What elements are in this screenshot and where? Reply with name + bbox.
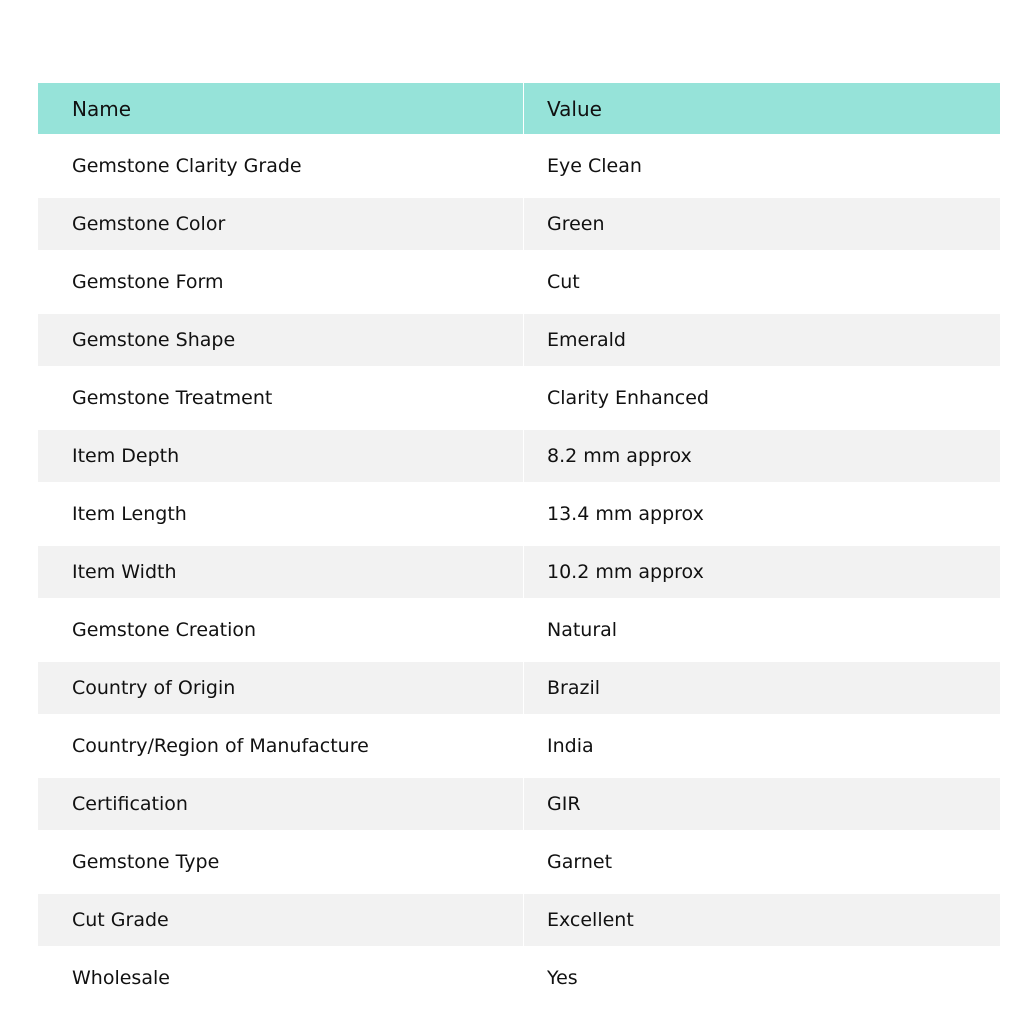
- cell-name: Gemstone Form: [38, 250, 523, 314]
- cell-name: Gemstone Clarity Grade: [38, 134, 523, 198]
- cell-value: 8.2 mm approx: [523, 430, 1000, 482]
- spec-table: Name Value Gemstone Clarity Grade Eye Cle…: [38, 83, 1000, 1010]
- table-row: Cut Grade Excellent: [38, 894, 1000, 946]
- cell-name: Gemstone Color: [38, 198, 523, 250]
- table-row: Gemstone Shape Emerald: [38, 314, 1000, 366]
- cell-value: Eye Clean: [523, 134, 1000, 198]
- cell-value: Brazil: [523, 662, 1000, 714]
- cell-value: 13.4 mm approx: [523, 482, 1000, 546]
- cell-value: Clarity Enhanced: [523, 366, 1000, 430]
- cell-value: India: [523, 714, 1000, 778]
- cell-value: Natural: [523, 598, 1000, 662]
- table-row: Country/Region of Manufacture India: [38, 714, 1000, 778]
- table-row: Country of Origin Brazil: [38, 662, 1000, 714]
- cell-name: Certification: [38, 778, 523, 830]
- table-row: Wholesale Yes: [38, 946, 1000, 1010]
- cell-name: Country of Origin: [38, 662, 523, 714]
- cell-name: Gemstone Creation: [38, 598, 523, 662]
- cell-name: Item Length: [38, 482, 523, 546]
- cell-value: GIR: [523, 778, 1000, 830]
- table-row: Item Depth 8.2 mm approx: [38, 430, 1000, 482]
- cell-name: Gemstone Type: [38, 830, 523, 894]
- cell-value: Excellent: [523, 894, 1000, 946]
- table-row: Gemstone Creation Natural: [38, 598, 1000, 662]
- table-row: Gemstone Type Garnet: [38, 830, 1000, 894]
- table-header: Name Value: [38, 83, 1000, 134]
- cell-name: Gemstone Treatment: [38, 366, 523, 430]
- cell-name: Item Width: [38, 546, 523, 598]
- table-row: Gemstone Color Green: [38, 198, 1000, 250]
- cell-name: Wholesale: [38, 946, 523, 1010]
- cell-name: Gemstone Shape: [38, 314, 523, 366]
- cell-value: Yes: [523, 946, 1000, 1010]
- cell-value: Garnet: [523, 830, 1000, 894]
- table-row: Gemstone Form Cut: [38, 250, 1000, 314]
- cell-name: Country/Region of Manufacture: [38, 714, 523, 778]
- table-row: Gemstone Clarity Grade Eye Clean: [38, 134, 1000, 198]
- header-name: Name: [38, 83, 523, 134]
- cell-value: 10.2 mm approx: [523, 546, 1000, 598]
- cell-name: Cut Grade: [38, 894, 523, 946]
- cell-value: Cut: [523, 250, 1000, 314]
- cell-name: Item Depth: [38, 430, 523, 482]
- cell-value: Green: [523, 198, 1000, 250]
- table-row: Item Width 10.2 mm approx: [38, 546, 1000, 598]
- table-row: Item Length 13.4 mm approx: [38, 482, 1000, 546]
- header-value: Value: [523, 83, 1000, 134]
- table-row: Gemstone Treatment Clarity Enhanced: [38, 366, 1000, 430]
- cell-value: Emerald: [523, 314, 1000, 366]
- table-row: Certification GIR: [38, 778, 1000, 830]
